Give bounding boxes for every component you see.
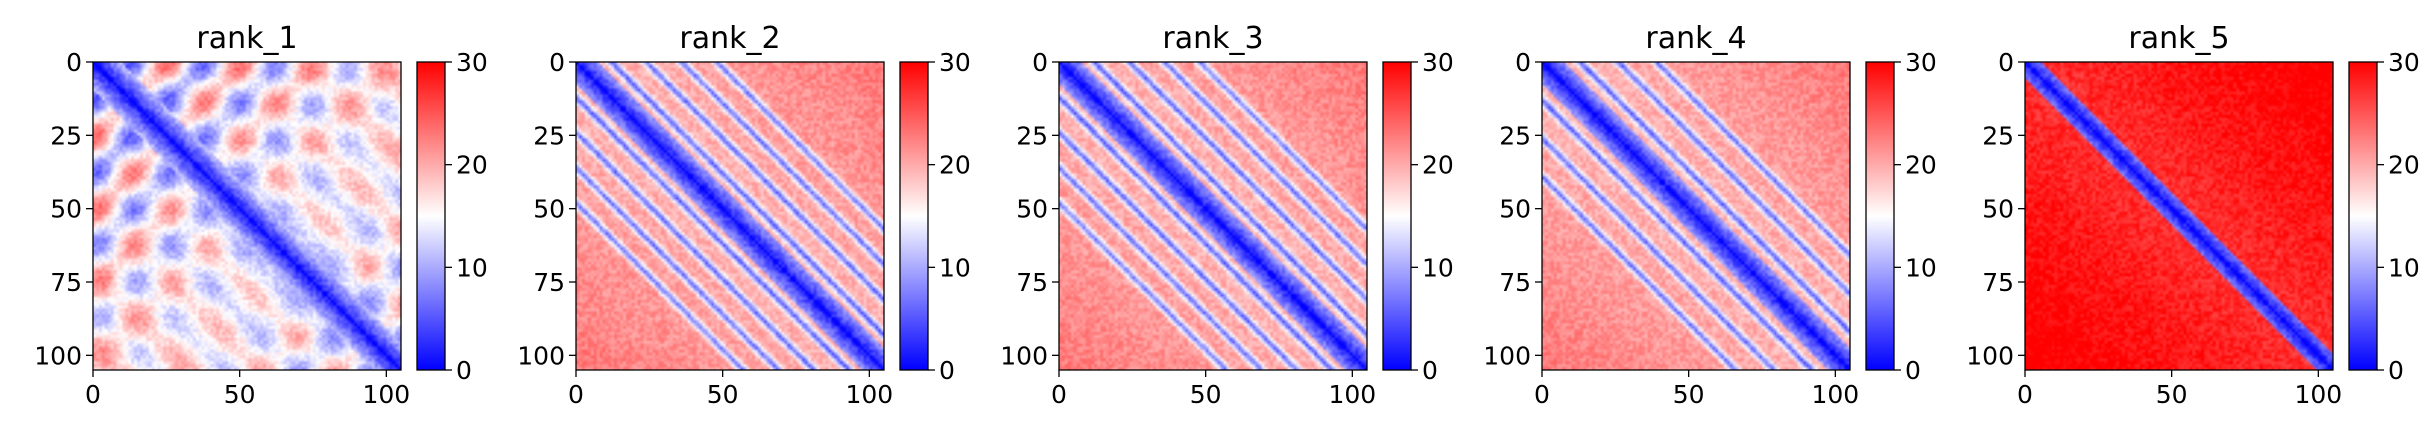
y-tick-label: 0 xyxy=(549,48,565,77)
heatmap-image xyxy=(1542,62,1850,370)
y-tick-label: 75 xyxy=(1982,268,2014,297)
x-tick-label: 100 xyxy=(845,380,893,409)
y-tick-label: 100 xyxy=(1483,341,1531,370)
y-tick-label: 75 xyxy=(50,268,82,297)
y-tick-label: 25 xyxy=(533,121,565,150)
axes-frame xyxy=(92,61,402,371)
colorbar-frame xyxy=(899,61,929,371)
colorbar-tick-label: 30 xyxy=(2388,48,2420,77)
x-tick-label: 0 xyxy=(2017,380,2033,409)
colorbar-frame xyxy=(2348,61,2378,371)
colorbar xyxy=(900,62,928,370)
subplot-title: rank_5 xyxy=(2128,21,2229,56)
y-tick-label: 50 xyxy=(50,195,82,224)
y-tick-label: 100 xyxy=(1000,341,1048,370)
y-tick-label: 50 xyxy=(1982,195,2014,224)
y-tick-label: 25 xyxy=(1016,121,1048,150)
y-tick-label: 75 xyxy=(1016,268,1048,297)
heatmap-image xyxy=(1059,62,1367,370)
x-tick-label: 100 xyxy=(362,380,410,409)
colorbar-tick-label: 10 xyxy=(2388,253,2420,282)
colorbar-tick-label: 20 xyxy=(2388,151,2420,180)
y-tick-label: 25 xyxy=(1499,121,1531,150)
heatmap-image xyxy=(93,62,401,370)
colorbar-tick-label: 10 xyxy=(939,253,971,282)
colorbar-frame xyxy=(1382,61,1412,371)
colorbar-tick-label: 10 xyxy=(456,253,488,282)
subplot-title: rank_3 xyxy=(1162,21,1263,56)
y-tick-label: 25 xyxy=(50,121,82,150)
y-tick-label: 100 xyxy=(1966,341,2014,370)
x-tick-label: 0 xyxy=(1534,380,1550,409)
y-tick-label: 100 xyxy=(34,341,82,370)
colorbar xyxy=(2349,62,2377,370)
colorbar-tick-label: 20 xyxy=(1905,151,1937,180)
colorbar-tick-label: 0 xyxy=(2388,356,2404,385)
x-tick-label: 100 xyxy=(1328,380,1376,409)
y-tick-label: 50 xyxy=(1016,195,1048,224)
subplot-title: rank_1 xyxy=(196,21,297,56)
colorbar-tick-label: 10 xyxy=(1905,253,1937,282)
y-tick-label: 100 xyxy=(517,341,565,370)
colorbar-tick-label: 0 xyxy=(1422,356,1438,385)
y-tick-label: 25 xyxy=(1982,121,2014,150)
y-tick-label: 50 xyxy=(533,195,565,224)
colorbar-tick-label: 30 xyxy=(1422,48,1454,77)
x-tick-label: 50 xyxy=(224,380,256,409)
y-tick-label: 0 xyxy=(66,48,82,77)
colorbar xyxy=(1383,62,1411,370)
x-tick-label: 0 xyxy=(1051,380,1067,409)
subplot-title: rank_4 xyxy=(1645,21,1746,56)
colorbar-frame xyxy=(416,61,446,371)
x-tick-label: 100 xyxy=(2294,380,2342,409)
x-tick-label: 50 xyxy=(707,380,739,409)
colorbar-frame xyxy=(1865,61,1895,371)
y-tick-label: 0 xyxy=(1998,48,2014,77)
y-tick-label: 75 xyxy=(1499,268,1531,297)
x-tick-label: 100 xyxy=(1811,380,1859,409)
x-tick-label: 0 xyxy=(85,380,101,409)
colorbar-tick-label: 30 xyxy=(939,48,971,77)
axes-frame xyxy=(1058,61,1368,371)
axes-frame xyxy=(575,61,885,371)
colorbar-tick-label: 20 xyxy=(1422,151,1454,180)
x-tick-label: 50 xyxy=(1190,380,1222,409)
colorbar-tick-label: 30 xyxy=(456,48,488,77)
y-tick-label: 0 xyxy=(1032,48,1048,77)
colorbar xyxy=(1866,62,1894,370)
heatmap-image xyxy=(2025,62,2333,370)
y-tick-label: 0 xyxy=(1515,48,1531,77)
y-tick-label: 75 xyxy=(533,268,565,297)
axes-frame xyxy=(2024,61,2334,371)
colorbar-tick-label: 20 xyxy=(939,151,971,180)
x-tick-label: 50 xyxy=(2156,380,2188,409)
x-tick-label: 50 xyxy=(1673,380,1705,409)
colorbar-tick-label: 10 xyxy=(1422,253,1454,282)
colorbar-tick-label: 0 xyxy=(456,356,472,385)
colorbar-tick-label: 0 xyxy=(1905,356,1921,385)
axes-frame xyxy=(1541,61,1851,371)
subplot-title: rank_2 xyxy=(679,21,780,56)
heatmap-image xyxy=(576,62,884,370)
x-tick-label: 0 xyxy=(568,380,584,409)
colorbar-tick-label: 0 xyxy=(939,356,955,385)
colorbar xyxy=(417,62,445,370)
y-tick-label: 50 xyxy=(1499,195,1531,224)
colorbar-tick-label: 20 xyxy=(456,151,488,180)
colorbar-tick-label: 30 xyxy=(1905,48,1937,77)
